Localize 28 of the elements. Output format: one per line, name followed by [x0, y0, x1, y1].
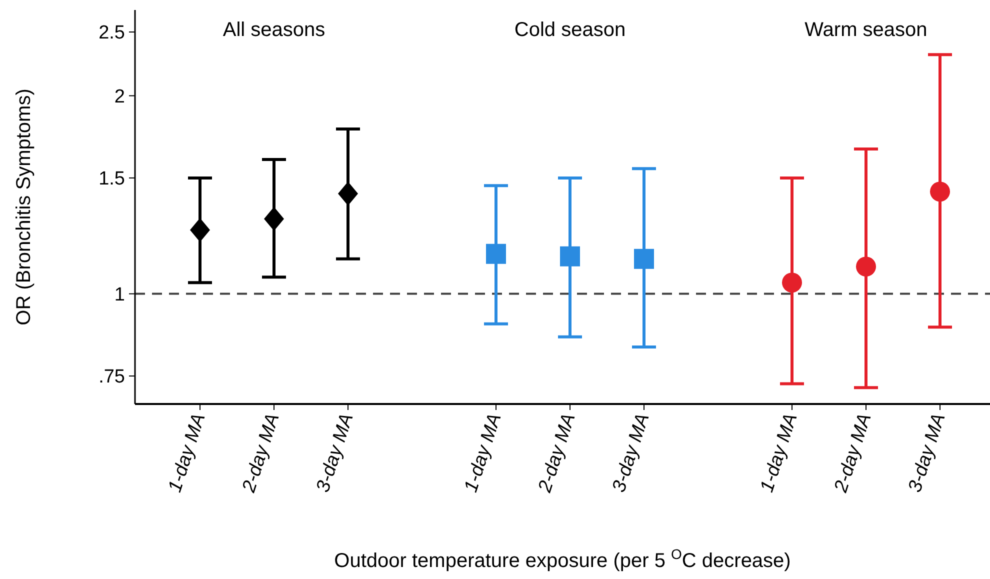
- x-tick-label: 1-day MA: [164, 411, 210, 495]
- x-axis-title: Outdoor temperature exposure (per 5 $^{O}$C decrease): [334, 546, 791, 572]
- point: [634, 248, 654, 269]
- x-tick-label: 1-day MA: [460, 411, 506, 495]
- point: [930, 182, 950, 202]
- point: [264, 206, 284, 231]
- y-tick-label: 2.5: [98, 22, 125, 44]
- point: [486, 244, 506, 264]
- y-tick-label: 1: [114, 284, 125, 306]
- point: [856, 256, 876, 277]
- x-tick-label: 2-day MA: [830, 411, 876, 496]
- annotation: Cold season: [514, 19, 626, 41]
- y-tick-label: 2: [114, 86, 125, 108]
- x-tick-label: 3-day MA: [608, 411, 654, 495]
- point: [190, 218, 210, 242]
- point: [560, 246, 580, 266]
- x-tick-label: 2-day MA: [238, 411, 284, 496]
- point: [338, 182, 358, 206]
- x-tick-label: 2-day MA: [534, 411, 580, 496]
- y-axis-title: OR (Bronchitis Symptoms): [13, 88, 35, 326]
- annotation: All seasons: [222, 19, 326, 41]
- annotation: Warm season: [804, 19, 928, 41]
- y-tick-label: 1.5: [98, 168, 125, 190]
- x-tick-label: 3-day MA: [904, 411, 950, 495]
- point: [782, 272, 802, 293]
- x-tick-label: 1-day MA: [756, 411, 802, 495]
- y-tick-label: .75: [98, 366, 125, 388]
- x-tick-label: 3-day MA: [312, 411, 358, 495]
